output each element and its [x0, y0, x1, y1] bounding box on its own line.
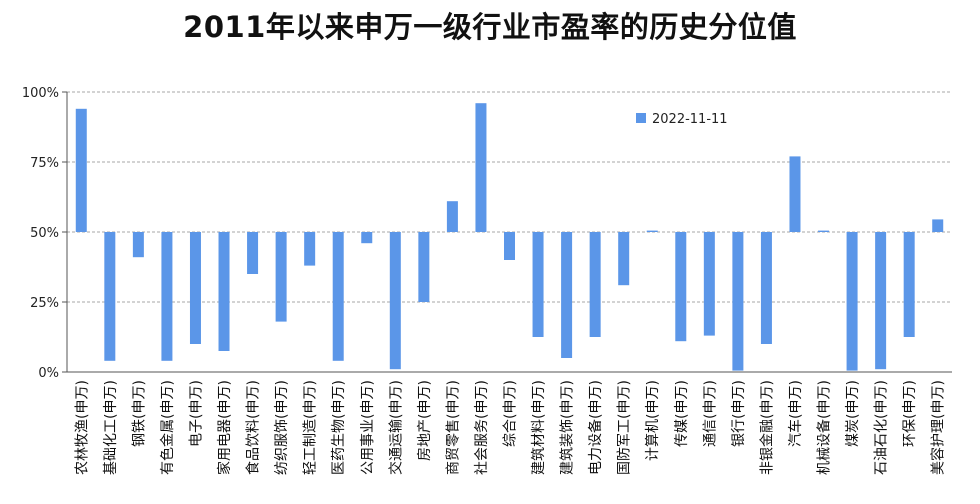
x-category-label: 食品饮料(申万): [245, 380, 262, 475]
x-category-label: 国防军工(申万): [617, 380, 633, 475]
y-tick-label: 25%: [30, 296, 59, 311]
bar: [504, 232, 515, 260]
bar: [132, 232, 144, 258]
bar: [332, 232, 344, 361]
bar: [618, 232, 630, 286]
bar: [818, 230, 830, 232]
bar: [703, 232, 715, 336]
bar: [789, 156, 801, 232]
x-category-label: 家用电器(申万): [216, 380, 233, 475]
y-axis-ticks: 0% 25% 50% 75% 100%: [22, 86, 67, 381]
x-category-label: 机械设备(申万): [816, 380, 833, 475]
bar: [732, 232, 744, 371]
x-category-label: 综合(申万): [503, 380, 519, 447]
axes: [66, 92, 952, 373]
bar: [875, 232, 887, 370]
bars: [75, 103, 944, 371]
bar: [446, 201, 458, 232]
x-category-label: 汽车(申万): [787, 380, 804, 447]
bar: [247, 232, 259, 274]
bar: [561, 232, 573, 358]
bar: [675, 232, 687, 342]
x-axis-labels: 农林牧渔(申万) 基础化工(申万) 钢铁(申万) 有色金属(申万) 电子(申万) 家用电器…: [74, 380, 946, 475]
bar: [75, 108, 87, 232]
x-category-label: 农林牧渔(申万): [74, 380, 90, 475]
bar: [903, 232, 915, 337]
x-category-label: 非银金融(申万): [759, 380, 775, 475]
x-category-label: 电子(申万): [188, 380, 204, 447]
y-tick-label: 0%: [38, 366, 59, 381]
x-category-label: 有色金属(申万): [159, 380, 176, 475]
x-category-label: 电力设备(申万): [587, 380, 604, 475]
x-category-label: 基础化工(申万): [102, 380, 119, 475]
y-tick-label: 100%: [22, 86, 59, 101]
bar: [389, 232, 401, 370]
bar: [361, 232, 373, 244]
x-category-label: 纺织服饰(申万): [274, 380, 290, 475]
x-category-label: 环保(申万): [902, 380, 918, 447]
bar: [760, 232, 772, 344]
x-category-label: 建筑装饰(申万): [560, 380, 576, 475]
x-category-label: 房地产(申万): [417, 380, 433, 461]
x-category-label: 商贸零售(申万): [445, 380, 461, 475]
x-category-label: 煤炭(申万): [845, 380, 861, 447]
x-category-label: 传媒(申万): [674, 380, 690, 447]
bar: [104, 232, 116, 361]
bar: [475, 103, 487, 232]
bar: [189, 232, 201, 344]
x-category-label: 医药生物(申万): [331, 380, 347, 475]
x-category-label: 交通运输(申万): [387, 380, 404, 475]
x-category-label: 银行(申万): [731, 380, 747, 447]
bar: [304, 232, 316, 266]
bar: [932, 219, 944, 232]
x-category-label: 公用事业(申万): [360, 380, 376, 475]
x-category-label: 石油石化(申万): [874, 380, 890, 475]
bar: [846, 232, 858, 371]
legend-label: 2022-11-11: [652, 112, 728, 127]
x-category-label: 钢铁(申万): [131, 380, 147, 447]
x-category-label: 社会服务(申万): [474, 380, 490, 475]
legend-swatch: [636, 113, 646, 123]
bar: [275, 232, 287, 322]
bar: [161, 232, 173, 361]
y-tick-label: 50%: [30, 226, 59, 241]
x-category-label: 美容护理(申万): [930, 380, 947, 475]
x-category-label: 轻工制造(申万): [303, 380, 319, 475]
bar: [646, 230, 658, 232]
chart-title: 2011年以来申万一级行业市盈率的历史分位值: [183, 10, 797, 44]
bar: [589, 232, 601, 337]
x-category-label: 通信(申万): [702, 380, 718, 447]
bar: [418, 232, 430, 302]
legend: 2022-11-11: [636, 112, 728, 127]
y-tick-label: 75%: [30, 156, 59, 171]
bar: [218, 232, 230, 351]
x-category-label: 建筑材料(申万): [531, 380, 547, 475]
x-category-label: 计算机(申万): [645, 380, 661, 461]
bar: [532, 232, 544, 337]
